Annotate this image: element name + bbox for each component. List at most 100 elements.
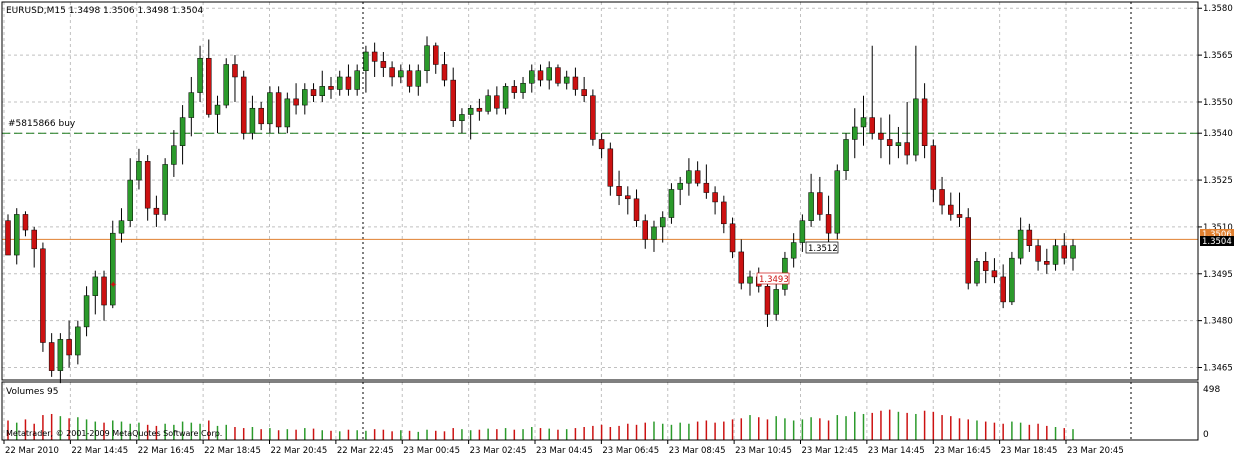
candle (668, 183, 675, 224)
candle (302, 83, 308, 115)
candle-body (75, 326, 81, 356)
candle-body (476, 107, 483, 112)
time-tick-label: 23 Mar 16:45 (934, 446, 991, 456)
candle (939, 176, 945, 215)
candle (1017, 217, 1024, 265)
candle-body (878, 132, 884, 140)
candle-body (293, 98, 299, 106)
volume-bars (7, 409, 1074, 440)
candle (1061, 233, 1068, 265)
candle-body (694, 170, 701, 184)
candle (476, 98, 483, 121)
candle (118, 208, 125, 243)
candle (869, 45, 875, 140)
candle-body (57, 339, 64, 371)
price-tick-label: 1.3495 (1203, 270, 1233, 280)
candle-body (424, 45, 430, 71)
candle-body (328, 86, 334, 90)
candle (747, 270, 753, 296)
candle-body (843, 139, 849, 171)
price-tick-label: 1.3550 (1203, 98, 1233, 108)
candle (904, 101, 910, 165)
candle-body (651, 226, 657, 240)
candle (31, 226, 37, 268)
candle-body (110, 232, 116, 306)
candle-body (1044, 261, 1050, 265)
candle-body (625, 195, 631, 200)
candle-body (302, 89, 308, 106)
candle-body (214, 104, 221, 115)
candle (258, 101, 264, 131)
candle (188, 76, 195, 137)
candle (22, 211, 29, 237)
candle-body (825, 214, 832, 234)
candle (511, 80, 518, 99)
candle (206, 39, 212, 118)
candle (1044, 248, 1050, 274)
candle-body (747, 276, 753, 284)
candle-body (677, 182, 683, 190)
candle (878, 117, 884, 159)
symbol-header: EURUSD,M15 1.3498 1.3506 1.3498 1.3504 (6, 6, 204, 16)
candle-body (432, 45, 439, 65)
candle (721, 195, 727, 234)
candle (913, 45, 919, 162)
candle (336, 70, 343, 96)
candle (965, 208, 971, 290)
candle (127, 158, 133, 227)
candle-body (860, 117, 867, 128)
candle-body (1035, 245, 1041, 262)
candle-body (258, 107, 264, 125)
price-tick-label: 1.3480 (1203, 317, 1233, 327)
price-marker-2[interactable]: 1.3493 (756, 272, 790, 285)
price-pane-frame (1, 1, 1199, 381)
candle (659, 211, 666, 243)
candle (738, 239, 745, 290)
candle (432, 42, 439, 74)
candle (197, 45, 203, 102)
candle (991, 258, 998, 284)
candle (310, 83, 317, 102)
candle-body (729, 223, 736, 253)
candle-body (1061, 245, 1068, 259)
candle-body (590, 95, 596, 140)
candle (520, 76, 526, 99)
candle (101, 270, 107, 321)
last-price-label: 1.3504 (1202, 237, 1232, 247)
candle (808, 173, 814, 227)
candle (790, 233, 797, 268)
time-tick-label: 23 Mar 18:45 (1001, 446, 1058, 456)
price-marker-1[interactable]: 1.3512 (805, 241, 839, 254)
candle (144, 155, 151, 221)
volumes-label: Volumes 95 (6, 387, 58, 397)
candle-body (441, 64, 448, 81)
candle-body (1017, 229, 1024, 259)
time-tick-label: 22 Mar 18:45 (204, 446, 261, 456)
candle-body (703, 182, 710, 193)
candle-body (1070, 245, 1076, 259)
candle (1026, 223, 1033, 252)
candle-body (162, 164, 168, 215)
candle (1070, 239, 1076, 271)
time-tick-label: 23 Mar 00:45 (403, 446, 460, 456)
candle-body (817, 192, 823, 215)
candle (424, 36, 430, 84)
order-label: #5815866 buy (8, 119, 76, 129)
candle-body (991, 270, 998, 278)
candle-body (319, 86, 326, 96)
candle-body (48, 342, 55, 371)
candle-body (764, 286, 771, 315)
candle (625, 186, 631, 215)
candle-body (939, 189, 945, 206)
candle-body (520, 82, 526, 93)
candle (729, 217, 736, 259)
candle-body (450, 79, 456, 121)
candle (1000, 264, 1006, 309)
candle-body (974, 261, 980, 284)
candle (843, 133, 849, 181)
time-tick-label: 22 Mar 16:45 (138, 446, 195, 456)
candle (1052, 239, 1059, 271)
candle-body (336, 76, 343, 90)
